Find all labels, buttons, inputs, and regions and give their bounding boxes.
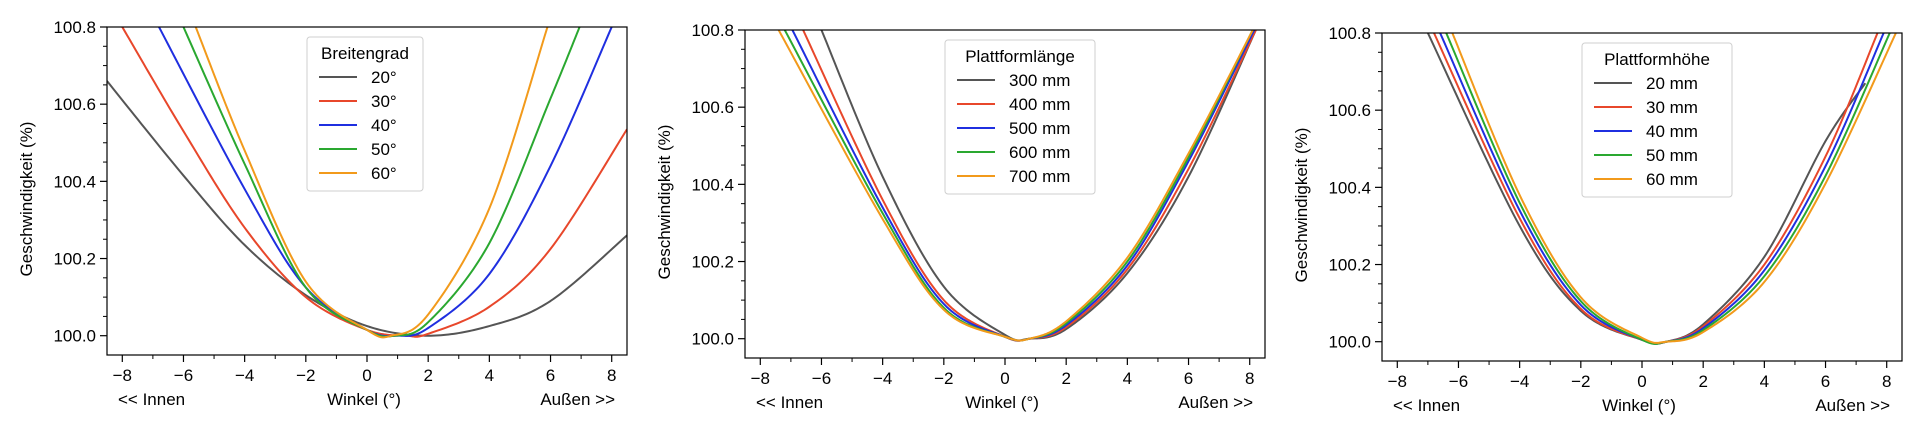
y-tick-label: 100.4	[53, 172, 96, 191]
legend-label: 40 mm	[1646, 122, 1698, 141]
x-tick-label: 6	[546, 366, 555, 385]
x-tick-label: −2	[934, 369, 953, 388]
series-line-1	[107, 80, 627, 337]
x-tick-label: 8	[1882, 372, 1891, 391]
x-tick-label: 0	[1000, 369, 1009, 388]
y-axis-label: Geschwindigkeit (%)	[1292, 128, 1311, 283]
legend-title: Breitengrad	[321, 44, 409, 63]
series-lines	[107, 27, 627, 339]
x-tick-label: 2	[1061, 369, 1070, 388]
x-tick-label: −4	[873, 369, 892, 388]
y-axis-label: Geschwindigkeit (%)	[17, 122, 36, 277]
chart-panel-1: −8 −6 −4 −2 0 2 4 6 8 100.0 100.2 100.4 100.6 100.8 Wi…	[17, 18, 628, 409]
y-tick-label: 100.2	[691, 253, 734, 272]
legend-label: 700 mm	[1009, 167, 1070, 186]
y-axis-label: Geschwindigkeit (%)	[655, 125, 674, 280]
y-tick-label: 100.8	[691, 21, 734, 40]
series-line-5	[194, 27, 549, 339]
x-tick-label: 6	[1821, 372, 1830, 391]
x-tick-label: −4	[235, 366, 254, 385]
x-tick-label: 2	[1698, 372, 1707, 391]
x-tick-label: 8	[607, 366, 616, 385]
legend-label: 40°	[371, 116, 397, 135]
y-tick-label: 100.6	[691, 98, 734, 117]
x-tick-label: 6	[1184, 369, 1193, 388]
legend-label: 50°	[371, 140, 397, 159]
y-tick-label: 100.6	[1328, 101, 1371, 120]
legend-label: 300 mm	[1009, 71, 1070, 90]
x-tick-label: −4	[1510, 372, 1529, 391]
legend-box	[944, 39, 1096, 195]
legend-label: 50 mm	[1646, 146, 1698, 165]
x-tick-label: 4	[1760, 372, 1769, 391]
x-tick-label: −8	[751, 369, 770, 388]
x-tick-label: 0	[1637, 372, 1646, 391]
y-tick-label: 100.2	[53, 250, 96, 269]
x-axis-label-right: Außen >>	[1815, 396, 1890, 415]
legend-box	[1581, 42, 1733, 198]
x-tick-label: 4	[1123, 369, 1132, 388]
legend: Breitengrad 20° 30° 40° 50° 60°	[306, 36, 424, 192]
legend-label: 30 mm	[1646, 98, 1698, 117]
x-axis-label-left: << Innen	[756, 393, 823, 412]
series-line-2	[121, 27, 627, 338]
chart-panel-2: −8 −6 −4 −2 0 2 4 6 8 100.0 100.2 100.4 100.6 100.8 Wi…	[655, 21, 1266, 412]
legend-box	[306, 36, 424, 192]
legend: Plattformhöhe 20 mm 30 mm 40 mm 50 mm 60 mm	[1581, 42, 1733, 198]
x-tick-label: −6	[812, 369, 831, 388]
x-tick-label: −6	[1449, 372, 1468, 391]
series-line-5	[1451, 33, 1897, 344]
legend-label: 500 mm	[1009, 119, 1070, 138]
legend-label: 400 mm	[1009, 95, 1070, 114]
x-axis-label: Winkel (°)	[965, 393, 1039, 412]
x-tick-label: −2	[296, 366, 315, 385]
y-tick-label: 100.0	[691, 330, 734, 349]
x-tick-label: 2	[423, 366, 432, 385]
y-tick-label: 100.4	[691, 175, 734, 194]
legend-label: 20°	[371, 68, 397, 87]
x-tick-label: −2	[1571, 372, 1590, 391]
x-tick-label: −8	[113, 366, 132, 385]
x-tick-label: 8	[1245, 369, 1254, 388]
y-tick-label: 100.4	[1328, 178, 1371, 197]
series-line-5	[777, 30, 1254, 342]
y-tick-label: 100.2	[1328, 256, 1371, 275]
x-axis-label-right: Außen >>	[1178, 393, 1253, 412]
x-axis-label-right: Außen >>	[540, 390, 615, 409]
x-tick-label: −8	[1388, 372, 1407, 391]
legend-label: 600 mm	[1009, 143, 1070, 162]
legend-title: Plattformlänge	[965, 47, 1075, 66]
legend-label: 30°	[371, 92, 397, 111]
y-tick-label: 100.6	[53, 95, 96, 114]
x-tick-label: −6	[174, 366, 193, 385]
y-tick-label: 100.8	[1328, 24, 1371, 43]
y-tick-label: 100.0	[1328, 333, 1371, 352]
legend-label: 60 mm	[1646, 170, 1698, 189]
x-axis-label: Winkel (°)	[327, 390, 401, 409]
x-tick-label: 4	[485, 366, 494, 385]
x-axis-label-left: << Innen	[1393, 396, 1460, 415]
x-axis-label: Winkel (°)	[1602, 396, 1676, 415]
legend-title: Plattformhöhe	[1604, 50, 1710, 69]
series-lines	[777, 30, 1257, 342]
y-tick-label: 100.8	[53, 18, 96, 37]
legend: Plattformlänge 300 mm 400 mm 500 mm 600 mm 70…	[944, 39, 1096, 195]
legend-label: 20 mm	[1646, 74, 1698, 93]
x-axis-label-left: << Innen	[118, 390, 185, 409]
chart-panel-3: −8 −6 −4 −2 0 2 4 6 8 100.0 100.2 100.4 100.6 100.8 Wi…	[1292, 24, 1903, 415]
y-tick-label: 100.0	[53, 327, 96, 346]
series-lines	[1426, 33, 1897, 345]
legend-label: 60°	[371, 164, 397, 183]
x-tick-label: 0	[362, 366, 371, 385]
